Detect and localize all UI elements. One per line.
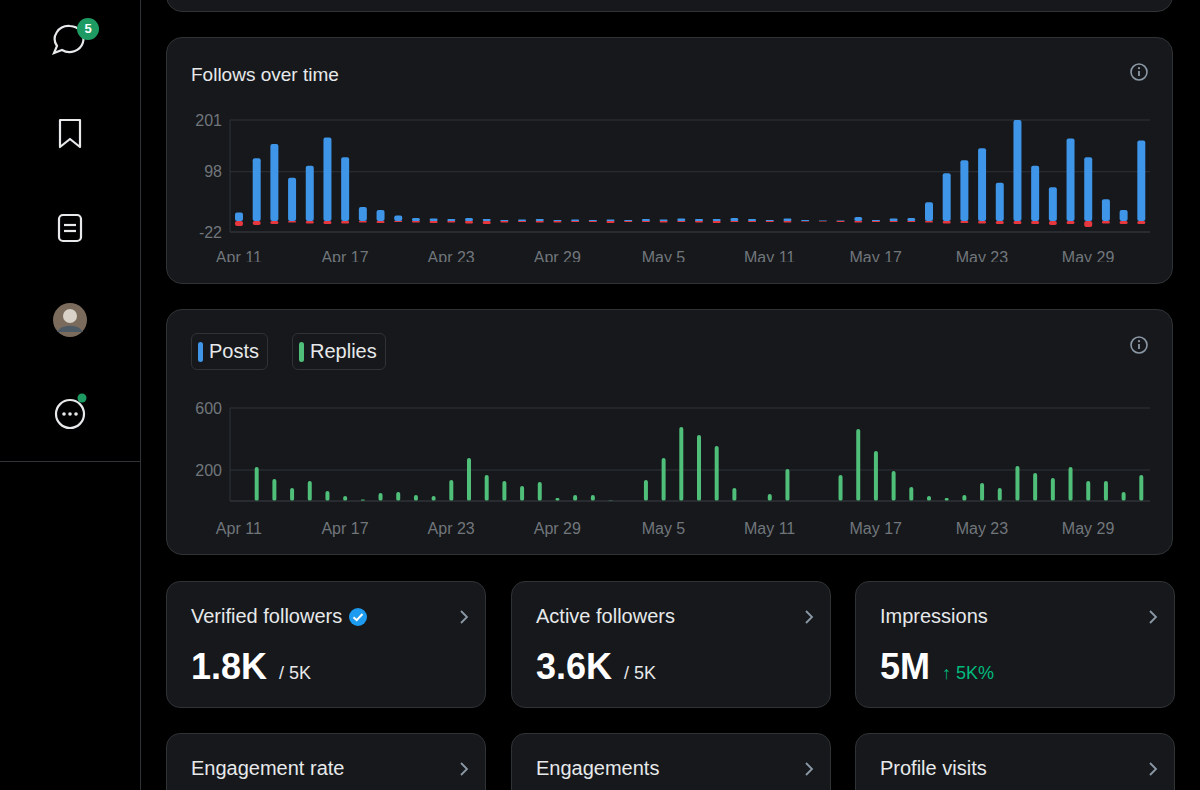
- html-text:Posts: Posts: [209, 340, 259, 362]
- svg-text:Apr 29: Apr 29: [534, 249, 581, 262]
- svg-text:Apr 17: Apr 17: [321, 520, 368, 537]
- html-text:Verified followers: Verified followers: [191, 605, 343, 627]
- svg-text:May 23: May 23: [956, 249, 1009, 262]
- html-text:Replies: Replies: [310, 340, 377, 362]
- svg-text:May 17: May 17: [850, 520, 903, 537]
- svg-text:May 29: May 29: [1062, 249, 1115, 262]
- svg-text:Apr 23: Apr 23: [428, 520, 475, 537]
- svg-text:May 11: May 11: [744, 520, 795, 537]
- html-text:5: 5: [84, 21, 92, 36]
- html-text:↑ 5K%: ↑ 5K%: [942, 663, 994, 683]
- html-text:Impressions: Impressions: [880, 605, 988, 627]
- svg-text:Apr 29: Apr 29: [534, 520, 581, 537]
- svg-text:Apr 17: Apr 17: [321, 249, 368, 262]
- svg-text:May 5: May 5: [642, 249, 686, 262]
- svg-text:May 5: May 5: [642, 520, 686, 537]
- svg-text:200: 200: [195, 462, 222, 479]
- svg-text:Apr 11: Apr 11: [216, 249, 262, 262]
- html-text:/ 5K: / 5K: [279, 663, 312, 683]
- html-text:Follows over time: Follows over time: [191, 64, 339, 85]
- html-text:Active followers: Active followers: [536, 605, 675, 627]
- html-text:5M: 5M: [880, 646, 930, 687]
- svg-text:May 29: May 29: [1062, 520, 1115, 537]
- svg-text:600: 600: [195, 400, 222, 417]
- svg-text:May 23: May 23: [956, 520, 1009, 537]
- html-text:Engagement rate: Engagement rate: [191, 757, 345, 779]
- html-text:/ 5K: / 5K: [624, 663, 657, 683]
- svg-text:Apr 11: Apr 11: [216, 520, 262, 537]
- html-text:Engagements: Engagements: [536, 757, 660, 779]
- html-text:3.6K: 3.6K: [536, 646, 612, 687]
- svg-text:Apr 23: Apr 23: [428, 249, 475, 262]
- svg-text:201: 201: [195, 112, 222, 129]
- svg-text:May 17: May 17: [850, 249, 903, 262]
- html-text:1.8K: 1.8K: [191, 646, 267, 687]
- svg-text:May 11: May 11: [744, 249, 795, 262]
- svg-text:-22: -22: [199, 224, 222, 241]
- svg-text:98: 98: [204, 163, 222, 180]
- html-text:Profile visits: Profile visits: [880, 757, 987, 779]
